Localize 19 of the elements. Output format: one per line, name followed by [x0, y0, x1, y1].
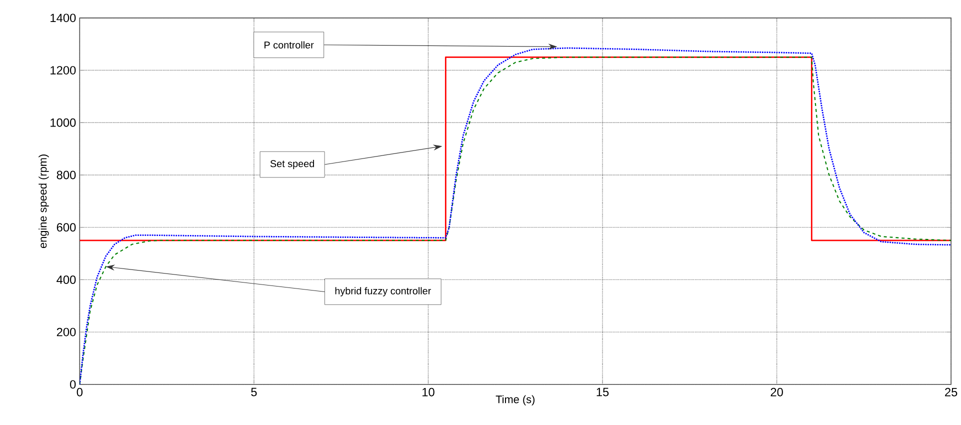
- y-tick-label: 600: [56, 223, 76, 232]
- annotation: P controller: [264, 41, 314, 48]
- x-axis-title: Time (s): [496, 395, 534, 406]
- x-tick-label: 15: [596, 388, 609, 396]
- y-tick-label: 0: [70, 380, 76, 388]
- y-tick-label: 200: [56, 328, 76, 336]
- annotation: Set speed: [270, 160, 314, 170]
- y-tick-label: 1400: [50, 14, 76, 22]
- y-tick-label: 1200: [50, 66, 76, 74]
- x-tick-label: 25: [945, 388, 958, 396]
- y-tick-label: 1000: [50, 118, 76, 127]
- x-tick-label: 20: [770, 388, 783, 396]
- annotation: hybrid fuzzy controller: [335, 287, 431, 296]
- x-tick-label: 10: [422, 388, 434, 396]
- x-tick-label: 5: [251, 388, 257, 396]
- y-axis-title: engine speed (rpm): [38, 154, 49, 248]
- y-tick-label: 800: [56, 170, 76, 180]
- y-tick-label: 400: [56, 275, 76, 284]
- x-tick-label: 0: [76, 388, 83, 396]
